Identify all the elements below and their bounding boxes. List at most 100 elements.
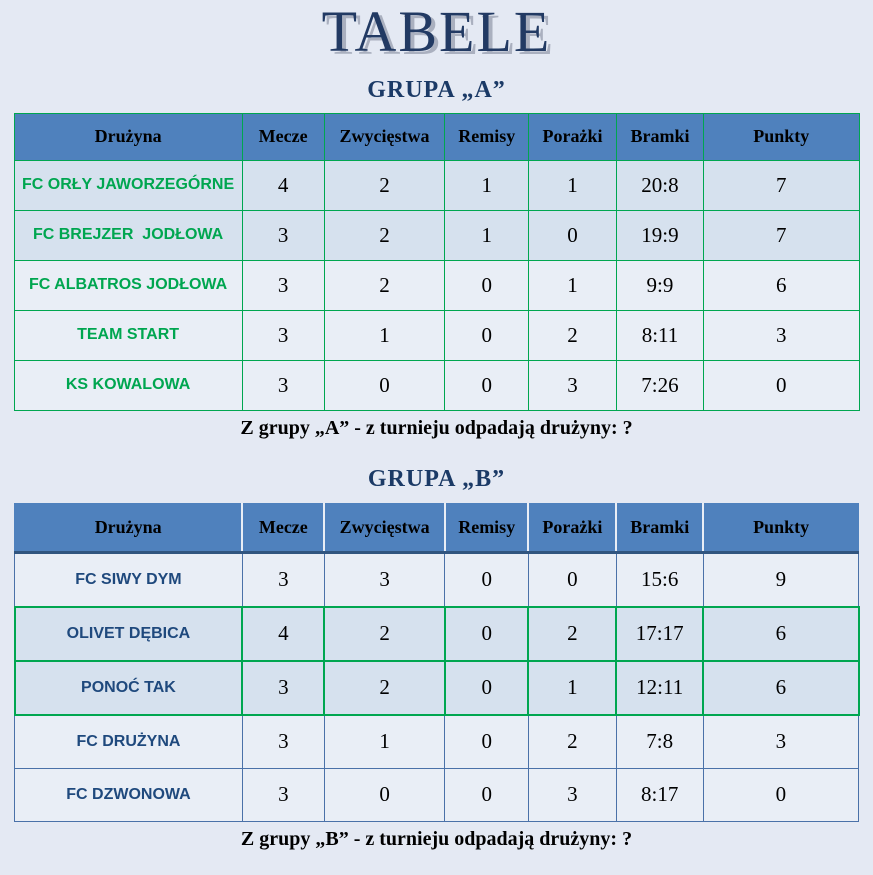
- mecze-cell: 3: [241, 767, 325, 822]
- porazki-cell: 2: [528, 309, 617, 361]
- table-row: FC BREJZER JODŁOWA 3 2 1 0 19:9 7: [13, 209, 860, 261]
- porazki-cell: 1: [528, 259, 617, 311]
- column-header-mecze: Mecze: [241, 502, 326, 554]
- zwyciestwa-cell: 2: [323, 659, 446, 716]
- porazki-cell: 2: [527, 605, 618, 662]
- mecze-cell: 3: [241, 309, 325, 361]
- team-name-cell: TEAM START: [13, 309, 243, 361]
- bramki-cell: 8:11: [615, 309, 704, 361]
- zwyciestwa-cell: 0: [323, 359, 446, 411]
- mecze-cell: 3: [241, 209, 325, 261]
- punkty-cell: 6: [702, 605, 860, 662]
- remisy-cell: 0: [443, 605, 530, 662]
- table-row: FC DRUŻYNA 3 1 0 2 7:8 3: [14, 714, 860, 769]
- mecze-cell: 4: [241, 605, 326, 662]
- porazki-cell: 3: [528, 359, 617, 411]
- group-b-title: GRUPA „B”: [367, 465, 506, 492]
- punkty-cell: 7: [702, 209, 860, 261]
- table-row: PONOĆ TAK 3 2 0 1 12:11 6: [13, 659, 860, 716]
- bramki-cell: 20:8: [615, 159, 704, 211]
- column-header-remisy: Remisy: [444, 112, 530, 161]
- table-row: OLIVET DĘBICA 4 2 0 2 17:17 6: [13, 605, 860, 662]
- mecze-cell: 4: [241, 159, 325, 211]
- table-row: FC ALBATROS JODŁOWA 3 2 0 1 9:9 6: [13, 259, 860, 311]
- mecze-cell: 3: [241, 359, 325, 411]
- porazki-cell: 0: [527, 551, 617, 608]
- column-header-zwyciestwa: Zwycięstwa: [323, 112, 446, 161]
- bramki-cell: 7:26: [615, 359, 704, 411]
- bramki-cell: 19:9: [615, 209, 704, 261]
- porazki-cell: 2: [527, 714, 617, 769]
- remisy-cell: 1: [444, 209, 530, 261]
- table-header-row: Drużyna Mecze Zwycięstwa Remisy Porażki …: [14, 502, 860, 554]
- mecze-cell: 3: [241, 659, 326, 716]
- porazki-cell: 1: [527, 659, 618, 716]
- bramki-cell: 7:8: [615, 714, 704, 769]
- team-name-cell: FC ALBATROS JODŁOWA: [13, 259, 243, 311]
- group-a-table: Drużyna Mecze Zwycięstwa Remisy Porażki …: [13, 112, 860, 411]
- zwyciestwa-cell: 2: [323, 209, 446, 261]
- team-name-cell: FC BREJZER JODŁOWA: [13, 209, 243, 261]
- table-row: TEAM START 3 1 0 2 8:11 3: [13, 309, 860, 361]
- remisy-cell: 0: [444, 714, 529, 769]
- remisy-cell: 1: [444, 159, 530, 211]
- mecze-cell: 3: [241, 551, 325, 608]
- team-name-cell: FC DRUŻYNA: [14, 714, 243, 769]
- team-name-cell: FC DZWONOWA: [14, 767, 243, 822]
- zwyciestwa-cell: 2: [323, 159, 446, 211]
- punkty-cell: 0: [702, 359, 860, 411]
- zwyciestwa-cell: 0: [323, 767, 446, 822]
- table-row: FC ORŁY JAWORZEGÓRNE 4 2 1 1 20:8 7: [13, 159, 860, 211]
- porazki-cell: 0: [528, 209, 617, 261]
- page-title: TABELE: [321, 0, 552, 64]
- column-header-zwyciestwa: Zwycięstwa: [323, 502, 446, 554]
- team-name-cell: FC ORŁY JAWORZEGÓRNE: [13, 159, 243, 211]
- punkty-cell: 9: [702, 551, 860, 608]
- remisy-cell: 0: [444, 767, 529, 822]
- team-name-cell: FC SIWY DYM: [14, 551, 243, 608]
- remisy-cell: 0: [444, 551, 529, 608]
- column-header-porazki: Porażki: [528, 112, 617, 161]
- table-row: FC DZWONOWA 3 0 0 3 8:17 0: [14, 767, 860, 822]
- zwyciestwa-cell: 2: [323, 259, 446, 311]
- punkty-cell: 3: [702, 309, 860, 361]
- punkty-cell: 7: [702, 159, 860, 211]
- group-a-title: GRUPA „A”: [367, 76, 506, 103]
- team-name-cell: KS KOWALOWA: [13, 359, 243, 411]
- column-header-punkty: Punkty: [702, 112, 860, 161]
- remisy-cell: 0: [444, 259, 530, 311]
- punkty-cell: 6: [702, 259, 860, 311]
- mecze-cell: 3: [241, 714, 325, 769]
- bramki-cell: 9:9: [615, 259, 704, 311]
- zwyciestwa-cell: 1: [323, 714, 446, 769]
- bramki-cell: 17:17: [615, 605, 705, 662]
- mecze-cell: 3: [241, 259, 325, 311]
- column-header-bramki: Bramki: [615, 502, 705, 554]
- column-header-bramki: Bramki: [615, 112, 704, 161]
- group-b-table: Drużyna Mecze Zwycięstwa Remisy Porażki …: [13, 502, 860, 822]
- team-name-cell: PONOĆ TAK: [13, 659, 244, 716]
- column-header-druzyna: Drużyna: [13, 112, 243, 161]
- remisy-cell: 0: [444, 309, 530, 361]
- column-header-porazki: Porażki: [527, 502, 618, 554]
- group-a-footer-note: Z grupy „A” - z turnieju odpadają drużyn…: [240, 416, 633, 439]
- punkty-cell: 0: [702, 767, 860, 822]
- bramki-cell: 12:11: [615, 659, 705, 716]
- remisy-cell: 0: [443, 659, 530, 716]
- team-name-cell: OLIVET DĘBICA: [13, 605, 244, 662]
- remisy-cell: 0: [444, 359, 530, 411]
- bramki-cell: 15:6: [615, 551, 704, 608]
- porazki-cell: 1: [528, 159, 617, 211]
- column-header-remisy: Remisy: [443, 502, 530, 554]
- zwyciestwa-cell: 3: [323, 551, 446, 608]
- group-b-footer-note: Z grupy „B” - z turnieju odpadają drużyn…: [240, 827, 633, 850]
- column-header-druzyna: Drużyna: [14, 502, 244, 554]
- bramki-cell: 8:17: [615, 767, 704, 822]
- zwyciestwa-cell: 1: [323, 309, 446, 361]
- porazki-cell: 3: [527, 767, 617, 822]
- punkty-cell: 6: [702, 659, 860, 716]
- column-header-punkty: Punkty: [702, 502, 860, 554]
- punkty-cell: 3: [702, 714, 860, 769]
- table-row: KS KOWALOWA 3 0 0 3 7:26 0: [13, 359, 860, 411]
- table-row: FC SIWY DYM 3 3 0 0 15:6 9: [14, 551, 860, 608]
